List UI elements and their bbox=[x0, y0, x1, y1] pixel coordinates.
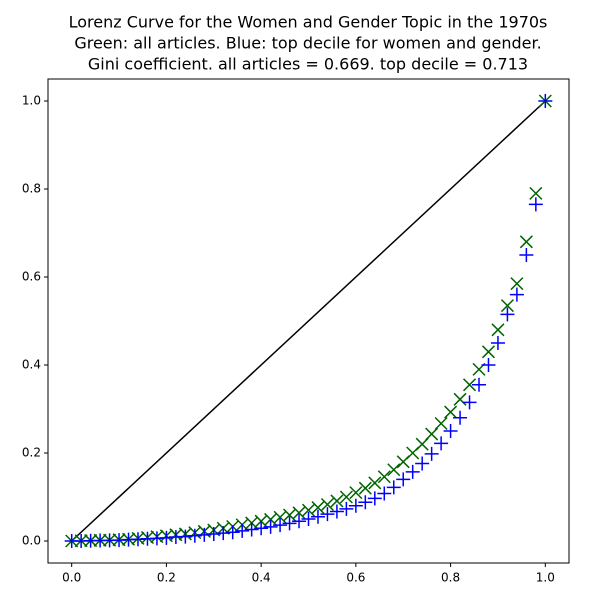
x-marker bbox=[529, 186, 543, 200]
plus-marker bbox=[320, 507, 335, 522]
x-marker bbox=[463, 378, 477, 392]
x-tick-label: 0.4 bbox=[252, 571, 271, 585]
x-marker bbox=[292, 506, 306, 520]
plus-marker bbox=[386, 480, 401, 495]
x-marker bbox=[311, 501, 325, 515]
x-marker bbox=[301, 503, 316, 517]
plus-marker bbox=[396, 472, 411, 487]
plus-marker bbox=[348, 498, 363, 513]
x-marker bbox=[500, 299, 514, 313]
plus-marker bbox=[310, 509, 325, 524]
plus-marker bbox=[339, 501, 354, 516]
plus-marker bbox=[481, 358, 496, 372]
y-tick-label: 1.0 bbox=[22, 94, 41, 108]
chart-subtitle: Green: all articles. Blue: top decile fo… bbox=[74, 34, 541, 53]
plus-marker bbox=[178, 529, 193, 544]
x-marker bbox=[320, 497, 334, 512]
x-tick-label: 0.2 bbox=[157, 571, 176, 585]
y-tick-label: 0.4 bbox=[22, 358, 41, 372]
x-tick-label: 0.0 bbox=[62, 571, 81, 585]
x-marker bbox=[425, 427, 439, 441]
plus-marker bbox=[528, 197, 543, 212]
x-tick-label: 0.6 bbox=[346, 571, 365, 585]
plus-marker bbox=[254, 521, 269, 536]
plus-marker bbox=[273, 518, 288, 533]
plus-marker bbox=[159, 530, 174, 545]
plus-marker bbox=[443, 424, 458, 438]
x-tick-label: 1.0 bbox=[536, 571, 555, 585]
y-tick-label: 0.2 bbox=[22, 446, 41, 460]
plus-marker bbox=[197, 527, 212, 542]
plus-marker bbox=[282, 516, 297, 531]
x-marker bbox=[491, 323, 505, 337]
plus-marker bbox=[434, 436, 449, 451]
plus-marker bbox=[358, 495, 373, 510]
plus-marker bbox=[187, 528, 202, 543]
plus-marker bbox=[415, 456, 430, 471]
y-tick-label: 0.8 bbox=[22, 182, 41, 196]
equality-line bbox=[71, 100, 546, 542]
plus-marker bbox=[490, 336, 505, 350]
plus-marker bbox=[500, 307, 515, 322]
x-marker bbox=[339, 490, 353, 504]
plus-marker bbox=[453, 410, 468, 425]
plus-marker bbox=[301, 512, 316, 526]
plus-marker bbox=[405, 464, 420, 479]
x-marker bbox=[481, 345, 496, 359]
y-tick-label: 0.6 bbox=[22, 270, 41, 284]
chart-title: Lorenz Curve for the Women and Gender To… bbox=[69, 13, 548, 32]
plus-marker bbox=[235, 523, 250, 538]
x-tick-label: 0.8 bbox=[441, 571, 460, 585]
x-marker bbox=[519, 235, 533, 249]
plot-frame bbox=[47, 78, 570, 564]
plus-marker bbox=[206, 526, 221, 541]
plus-marker bbox=[329, 504, 344, 519]
plus-marker bbox=[292, 514, 307, 529]
plus-marker bbox=[509, 287, 524, 302]
plus-marker bbox=[263, 519, 278, 534]
x-marker bbox=[368, 476, 382, 490]
x-marker bbox=[444, 405, 458, 419]
plus-marker bbox=[225, 525, 240, 540]
plus-marker bbox=[538, 94, 553, 108]
plus-marker bbox=[367, 491, 382, 506]
plus-marker bbox=[244, 522, 259, 537]
chart-subtitle: Gini coefficient. all articles = 0.669. … bbox=[88, 55, 528, 74]
plus-marker bbox=[519, 248, 534, 262]
x-marker bbox=[358, 481, 372, 495]
plus-marker bbox=[462, 395, 477, 410]
y-tick-label: 0.0 bbox=[22, 534, 41, 548]
x-marker bbox=[349, 486, 363, 500]
plus-marker bbox=[216, 526, 231, 541]
plus-marker bbox=[472, 377, 487, 392]
x-marker bbox=[510, 277, 524, 291]
x-marker bbox=[387, 463, 401, 477]
x-marker bbox=[377, 470, 391, 484]
x-marker bbox=[453, 392, 467, 406]
x-marker bbox=[434, 416, 448, 431]
plus-marker bbox=[377, 486, 392, 501]
plus-marker bbox=[424, 446, 439, 461]
x-marker bbox=[330, 494, 344, 508]
